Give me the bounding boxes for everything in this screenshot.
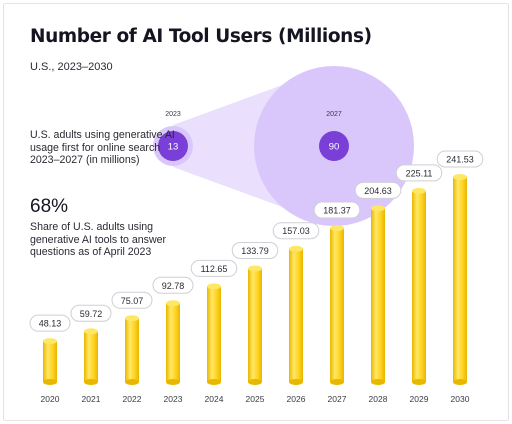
bar-top-2025 xyxy=(248,265,262,272)
bar-base-2024 xyxy=(207,379,221,385)
bar-2026 xyxy=(289,248,303,382)
value-label-2030: 241.53 xyxy=(446,155,474,165)
chart-canvas: 2023 13 2027 90 48.13 2020 59.72 2021 75.07 2022… xyxy=(29,66,484,404)
bubble-year-2027: 2027 xyxy=(326,111,342,118)
value-label-pill-2022 xyxy=(111,291,153,309)
bubble-value-2023: 13 xyxy=(168,142,179,153)
value-label-pill-2027 xyxy=(313,201,361,219)
value-label-2021: 59.72 xyxy=(80,309,103,319)
value-label-2022: 75.07 xyxy=(121,296,144,306)
bar-2020 xyxy=(43,341,57,382)
x-tick-2028: 2028 xyxy=(369,394,388,404)
bar-top-2023 xyxy=(166,300,180,307)
bubble-value-2027: 90 xyxy=(329,142,340,153)
bar-2027 xyxy=(330,228,344,382)
search-usage-annotation: U.S. adults using generative AI usage fi… xyxy=(30,129,175,167)
value-label-pill-2023 xyxy=(152,276,194,294)
bar-base-2027 xyxy=(330,379,344,385)
chart-card: 2023 13 2027 90 48.13 2020 59.72 2021 75.07 2022… xyxy=(3,3,509,421)
x-tick-2023: 2023 xyxy=(164,394,183,404)
bar-base-2030 xyxy=(453,379,467,385)
bar-top-2030 xyxy=(453,174,467,180)
value-label-2020: 48.13 xyxy=(39,319,62,329)
value-label-pill-2024 xyxy=(190,259,238,277)
value-label-2024: 112.65 xyxy=(201,264,228,274)
value-label-pill-2025 xyxy=(231,241,279,259)
chart-title: Number of AI Tool Users (Millions) xyxy=(30,26,372,47)
x-tick-2027: 2027 xyxy=(328,394,347,404)
bar-2025 xyxy=(248,268,262,382)
x-tick-2025: 2025 xyxy=(246,394,265,404)
value-label-pill-2028 xyxy=(354,181,402,199)
stat-value: 68% xyxy=(30,196,69,217)
bar-base-2025 xyxy=(248,379,262,385)
chart-subtitle: U.S., 2023–2030 xyxy=(30,61,113,73)
value-label-2028: 204.63 xyxy=(364,186,392,196)
bar-top-2022 xyxy=(125,315,139,322)
bubble-year-2023: 2023 xyxy=(165,111,181,118)
bubble-dot-2023 xyxy=(158,131,188,161)
bar-top-2021 xyxy=(84,328,98,335)
value-label-pill-2021 xyxy=(70,304,112,322)
stat-description: Share of U.S. adults using generative AI… xyxy=(30,221,167,259)
bar-2023 xyxy=(166,303,180,382)
bar-base-2029 xyxy=(412,379,426,385)
value-label-pill-2030 xyxy=(436,150,484,168)
value-label-2025: 133.79 xyxy=(241,246,269,256)
bar-top-2020 xyxy=(43,338,57,345)
bar-base-2028 xyxy=(371,379,385,385)
bar-base-2023 xyxy=(166,379,180,385)
value-label-pill-2026 xyxy=(272,222,320,240)
x-tick-2029: 2029 xyxy=(410,394,429,404)
bar-top-2029 xyxy=(412,187,426,194)
bar-2028 xyxy=(371,208,385,382)
bar-base-2021 xyxy=(84,379,98,385)
value-label-pill-2020 xyxy=(29,314,71,332)
x-tick-2024: 2024 xyxy=(205,394,224,404)
bar-2021 xyxy=(84,331,98,382)
bubble-dot-2027 xyxy=(319,131,349,161)
bar-top-2027 xyxy=(330,225,344,232)
value-label-2027: 181.37 xyxy=(323,206,351,216)
bar-base-2026 xyxy=(289,379,303,385)
x-tick-2026: 2026 xyxy=(287,394,306,404)
bar-2022 xyxy=(125,318,139,382)
bar-base-2020 xyxy=(43,379,57,385)
x-tick-2021: 2021 xyxy=(82,394,101,404)
bar-top-2024 xyxy=(207,283,221,290)
bar-top-2026 xyxy=(289,245,303,252)
value-label-pill-2029 xyxy=(395,164,443,182)
bar-2030 xyxy=(453,177,467,382)
value-label-2029: 225.11 xyxy=(406,168,433,178)
value-label-2023: 92.78 xyxy=(162,281,185,291)
x-tick-2022: 2022 xyxy=(123,394,142,404)
x-tick-2020: 2020 xyxy=(41,394,60,404)
bar-top-2028 xyxy=(371,205,385,212)
bar-2029 xyxy=(412,190,426,382)
bar-2024 xyxy=(207,286,221,382)
x-tick-2030: 2030 xyxy=(451,394,470,404)
value-label-2026: 157.03 xyxy=(282,226,310,236)
bar-base-2022 xyxy=(125,379,139,385)
